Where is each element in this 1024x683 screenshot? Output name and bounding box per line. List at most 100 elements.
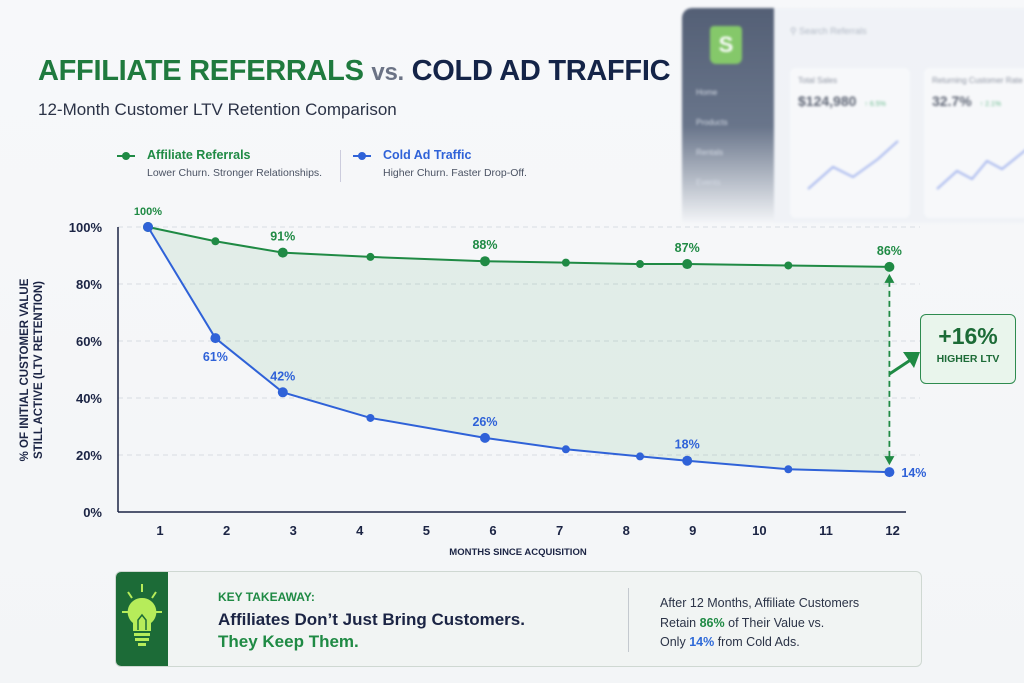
data-point — [480, 256, 490, 267]
title-affiliate: AFFILIATE REFERRALS — [38, 55, 364, 87]
series-line-cold — [147, 226, 890, 474]
callout-value: +16% — [938, 323, 998, 349]
y-tick-label: 20% — [76, 448, 102, 463]
legend-affiliate: Affiliate Referrals Lower Churn. Stronge… — [117, 148, 322, 179]
x-tick-label: 3 — [290, 523, 297, 538]
nav-rentals: Rentals — [696, 148, 724, 157]
data-point — [561, 258, 570, 267]
takeaway-headline: Affiliates Don’t Just Bring Customers. — [218, 610, 525, 629]
nav-products: Products — [696, 118, 728, 127]
data-label: 18% — [675, 438, 700, 452]
x-tick-label: 4 — [356, 523, 364, 538]
data-point — [210, 333, 221, 344]
legend-desc: Higher Churn. Faster Drop-Off. — [383, 167, 527, 179]
data-point — [277, 387, 288, 398]
card-total-sales: Total Sales $124,980 ↑ 6.5% — [790, 68, 910, 218]
data-point — [143, 222, 153, 232]
callout-text: HIGHER LTV — [936, 353, 1000, 365]
x-tick-label: 7 — [556, 523, 563, 538]
data-point — [784, 261, 793, 270]
key-takeaway-box: KEY TAKEAWAY: Affiliates Don’t Just Brin… — [115, 571, 922, 667]
nav-home: Home — [696, 88, 718, 97]
data-point — [682, 455, 693, 466]
takeaway-divider — [628, 588, 629, 652]
takeaway-summary: After 12 Months, Affiliate Customers Ret… — [660, 594, 859, 653]
x-axis-label: MONTHS SINCE ACQUISITION — [449, 547, 587, 558]
card-title: Returning Customer Rate — [932, 76, 1023, 85]
data-point — [561, 445, 570, 454]
callout-pointer-head-icon — [903, 352, 920, 368]
data-point — [636, 452, 645, 461]
page-title: AFFILIATE REFERRALS vs. COLD AD TRAFFIC — [38, 55, 671, 88]
data-point — [211, 237, 220, 246]
legend-divider — [340, 150, 341, 182]
x-tick-label: 6 — [489, 523, 496, 538]
data-point — [480, 432, 490, 443]
y-axis-label: % OF INITIAL CUSTOMER VALUE — [19, 278, 31, 461]
y-tick-label: 80% — [76, 277, 102, 292]
summary-cold-value: 14% — [689, 635, 715, 649]
nav-events: Events — [696, 178, 721, 187]
card-value: $124,980 — [798, 93, 857, 109]
summary-affiliate-value: 86% — [699, 615, 725, 630]
subtitle: 12-Month Customer LTV Retention Comparis… — [38, 100, 397, 119]
data-point — [884, 261, 895, 272]
title-cold: COLD AD TRAFFIC — [411, 55, 671, 87]
data-label: 42% — [270, 369, 295, 383]
arrow-head-icon — [884, 456, 895, 466]
summary-line: Retain 86% of Their Value vs. — [660, 614, 859, 634]
callout-pointer — [888, 357, 913, 376]
summary-text: Only — [660, 635, 690, 649]
y-tick-label: 60% — [76, 334, 102, 349]
data-label: 87% — [675, 241, 700, 255]
arrow-head-icon — [884, 273, 895, 283]
legend-cold: Cold Ad Traffic Higher Churn. Faster Dro… — [353, 148, 527, 179]
data-point — [784, 465, 793, 474]
title-vs: vs. — [371, 59, 404, 86]
takeaway-kicker: KEY TAKEAWAY: — [218, 590, 315, 604]
x-tick-label: 2 — [223, 523, 230, 538]
lightbulb-icon — [122, 584, 162, 646]
legend-marker-icon — [353, 151, 371, 160]
legend-marker-icon — [117, 151, 135, 160]
x-tick-label: 9 — [689, 523, 696, 538]
data-point — [366, 252, 375, 261]
legend-desc: Lower Churn. Stronger Relationships. — [147, 167, 323, 179]
ltv-callout: +16% HIGHER LTV — [920, 314, 1016, 384]
takeaway-headline-accent: They Keep Them. — [218, 632, 359, 651]
shopify-logo-icon: S — [710, 26, 742, 64]
legend-name: Affiliate Referrals — [147, 148, 251, 162]
dashboard-mockup: S Home Products Rentals Events ⚲ Search … — [682, 8, 1024, 223]
lightbulb-panel — [116, 572, 168, 666]
x-tick-label: 8 — [623, 523, 630, 538]
data-point — [682, 259, 693, 270]
summary-line: After 12 Months, Affiliate Customers — [660, 596, 860, 610]
card-title: Total Sales — [798, 76, 838, 85]
data-label: 91% — [270, 230, 295, 244]
y-tick-label: 40% — [76, 391, 102, 406]
data-label: 88% — [472, 238, 497, 252]
data-label: 26% — [472, 415, 497, 429]
x-tick-label: 12 — [885, 523, 899, 538]
series-line-affiliate — [147, 226, 890, 268]
data-label: 100% — [134, 206, 162, 218]
data-point — [884, 467, 895, 478]
card-returning-rate: Returning Customer Rate 32.7% ↑ 2.1% — [924, 68, 1024, 218]
summary-text: from Cold Ads. — [714, 635, 800, 649]
data-label: 86% — [877, 244, 902, 258]
search-placeholder: Search Referrals — [799, 26, 867, 36]
y-tick-label: 100% — [69, 220, 103, 235]
data-label: 14% — [901, 466, 926, 480]
sparkline — [936, 150, 1024, 190]
y-axis-label: STILL ACTIVE (LTV RETENTION) — [33, 281, 45, 459]
card-delta: ↑ 6.5% — [864, 101, 886, 108]
card-value: 32.7% — [932, 93, 972, 109]
x-tick-label: 1 — [156, 523, 163, 538]
legend-name: Cold Ad Traffic — [383, 148, 472, 162]
data-point — [277, 247, 288, 258]
summary-text: of Their Value vs. — [724, 615, 825, 630]
card-delta: ↑ 2.1% — [979, 101, 1002, 108]
y-tick-label: 0% — [83, 505, 102, 520]
x-tick-label: 11 — [819, 523, 833, 538]
